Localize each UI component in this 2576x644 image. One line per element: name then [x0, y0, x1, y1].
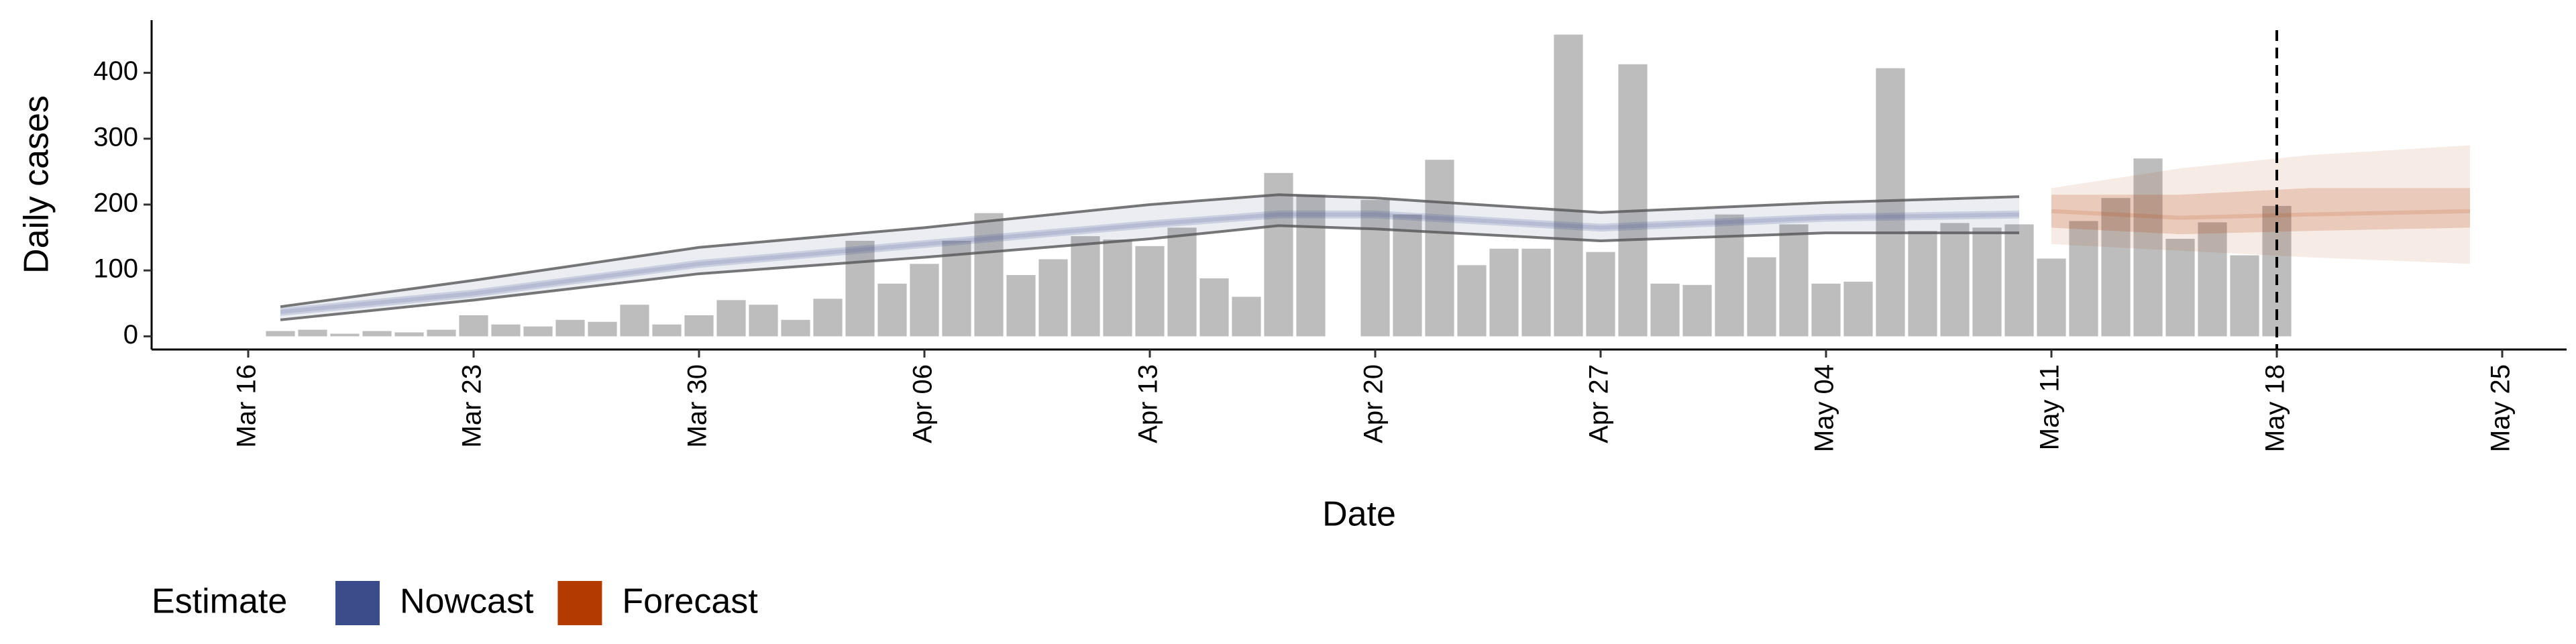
bar — [1586, 252, 1615, 337]
x-tick-label: Apr 20 — [1359, 364, 1389, 443]
bar — [1199, 278, 1229, 337]
bar — [813, 299, 843, 337]
bar — [1071, 236, 1100, 337]
median-line — [2051, 209, 2471, 220]
bar — [1972, 227, 2002, 337]
bar — [2069, 221, 2098, 337]
bar — [2037, 258, 2066, 337]
upper-line — [280, 193, 2020, 309]
bar — [298, 329, 327, 337]
bar — [684, 315, 714, 337]
y-tick-label: 400 — [93, 56, 138, 86]
bar — [427, 329, 456, 337]
bar — [910, 264, 939, 337]
bar — [1135, 246, 1165, 337]
bar — [1779, 224, 1809, 337]
bar — [394, 332, 424, 337]
bar — [1650, 283, 1680, 337]
bar — [1393, 214, 1422, 337]
bar — [716, 300, 746, 337]
bar — [523, 326, 553, 337]
bar — [491, 324, 521, 337]
bar — [1489, 248, 1519, 337]
bar — [1618, 64, 1648, 337]
x-tick-label: May 25 — [2486, 364, 2516, 452]
legend-swatch — [557, 581, 602, 625]
bar — [2230, 255, 2259, 337]
legend-swatch — [335, 581, 380, 625]
legend-title: Estimate — [152, 582, 287, 621]
bar — [459, 315, 488, 337]
bar — [1521, 248, 1551, 337]
bar — [974, 213, 1004, 337]
x-tick-label: Apr 13 — [1134, 364, 1163, 443]
bar — [652, 324, 682, 337]
bar — [1425, 160, 1454, 337]
bar — [1940, 223, 1970, 337]
bar — [2133, 158, 2163, 337]
bar — [1360, 200, 1390, 337]
bar — [2165, 239, 2195, 337]
bar — [1264, 172, 1293, 337]
bar — [1232, 297, 1261, 337]
x-tick-label: Mar 30 — [683, 364, 712, 448]
band — [2051, 188, 2470, 235]
bar — [1038, 259, 1068, 337]
bar — [330, 333, 360, 337]
x-axis-label: Date — [1322, 495, 1396, 534]
y-tick-label: 300 — [93, 122, 138, 152]
bar — [588, 321, 617, 337]
bar — [1747, 257, 1776, 337]
bar — [749, 305, 778, 337]
lower-line — [280, 224, 2019, 321]
y-tick-label: 0 — [123, 320, 138, 350]
bar — [1843, 281, 1873, 337]
x-tick-label: Apr 27 — [1585, 364, 1614, 443]
bar — [2101, 198, 2131, 337]
bar — [1682, 284, 1712, 337]
bar — [1457, 265, 1487, 337]
bar — [1103, 239, 1132, 337]
bar — [877, 283, 907, 337]
bar — [2004, 224, 2034, 337]
bar — [1554, 34, 1583, 337]
x-tick-label: Mar 16 — [232, 364, 262, 448]
median-line — [280, 212, 2020, 315]
y-axis-label: Daily cases — [17, 95, 56, 274]
bar — [620, 305, 649, 337]
y-tick-label: 100 — [93, 254, 138, 284]
band — [2051, 145, 2470, 264]
x-tick-label: Apr 06 — [908, 364, 938, 443]
bar — [2198, 222, 2227, 337]
bar — [1908, 231, 1937, 337]
bar — [266, 331, 295, 337]
bar — [555, 319, 585, 337]
bar — [781, 319, 810, 337]
x-tick-label: Mar 23 — [458, 364, 487, 448]
x-tick-label: May 04 — [1810, 364, 1839, 452]
x-tick-label: May 11 — [2035, 364, 2065, 450]
bar — [1296, 195, 1326, 337]
legend-label: Forecast — [622, 582, 758, 621]
band — [280, 195, 2019, 320]
bar — [845, 240, 875, 337]
bar — [362, 331, 392, 337]
bar — [1811, 283, 1841, 337]
bar — [1167, 227, 1197, 337]
band — [280, 210, 2019, 316]
y-tick-label: 200 — [93, 189, 138, 218]
bar — [1876, 68, 1905, 337]
x-tick-label: May 18 — [2261, 364, 2290, 452]
legend-label: Nowcast — [400, 582, 534, 621]
bar — [1006, 275, 1036, 337]
